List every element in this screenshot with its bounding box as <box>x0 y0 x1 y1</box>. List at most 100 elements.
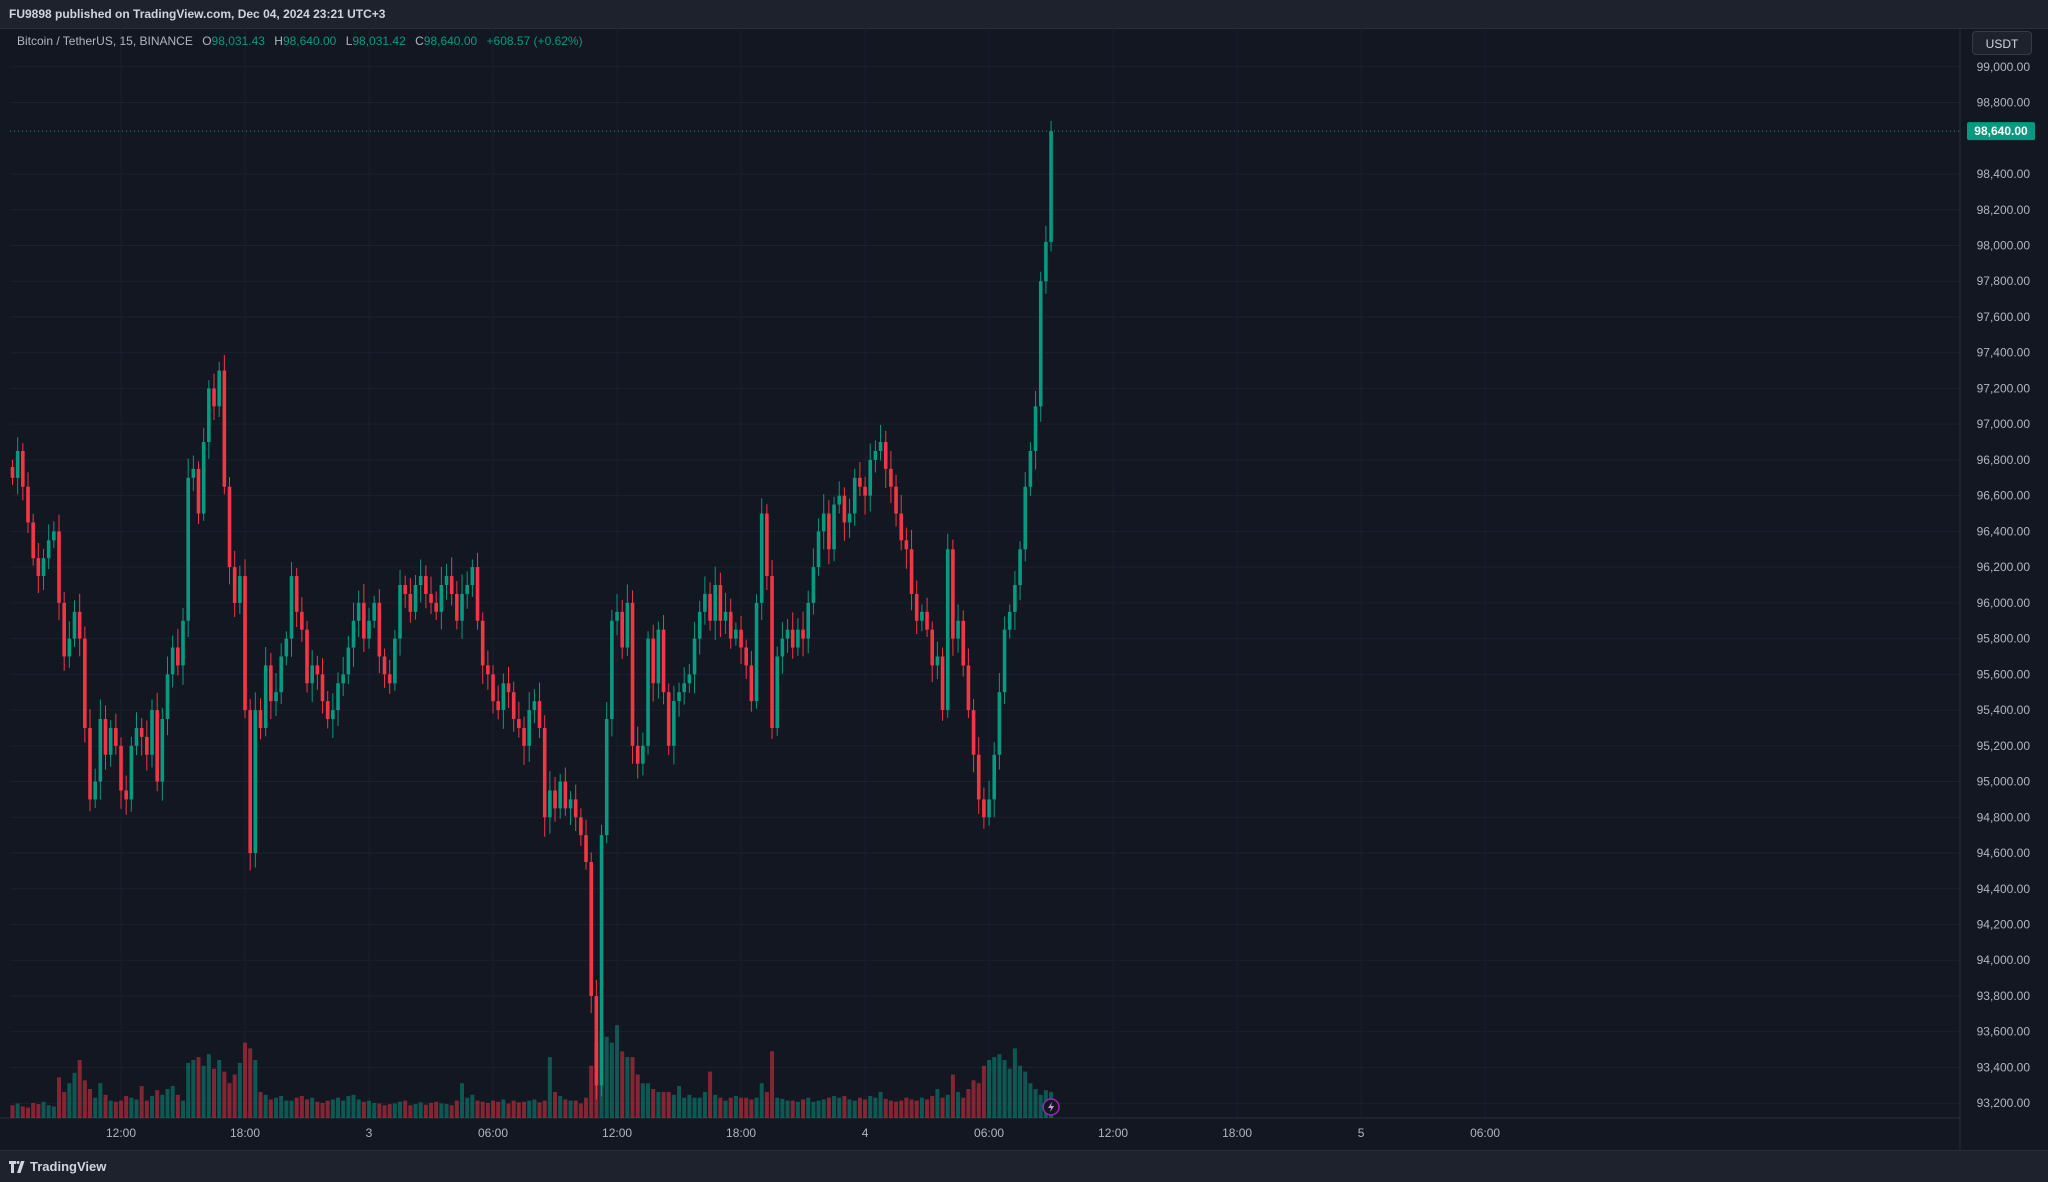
time-tick-label: 5 <box>1358 1126 1365 1140</box>
candle-body <box>945 549 950 711</box>
volume-bar <box>1002 1060 1007 1118</box>
volume-bar <box>1018 1065 1023 1118</box>
candle-body <box>672 701 676 746</box>
candle-body <box>811 567 816 603</box>
volume-bar <box>801 1099 806 1118</box>
volume-bar <box>294 1097 299 1118</box>
candle-body <box>620 611 625 648</box>
candle-body <box>114 727 118 746</box>
candle-body <box>269 665 273 702</box>
candle-body <box>377 602 382 657</box>
candle-body <box>1044 241 1048 282</box>
volume-bar <box>465 1097 470 1118</box>
price-tick-label: 95,200.00 <box>1977 739 2031 753</box>
symbol-legend: Bitcoin / TetherUS, 15, BINANCE O98,031.… <box>17 34 583 48</box>
candle-body <box>165 674 170 720</box>
candle-body <box>630 602 635 746</box>
candle-body <box>852 477 857 514</box>
tradingview-logo-icon <box>9 1161 25 1173</box>
price-tick-label: 95,800.00 <box>1977 632 2031 646</box>
volume-bar <box>692 1097 697 1118</box>
volume-bar <box>754 1097 759 1118</box>
tradingview-logo[interactable]: TradingView <box>9 1159 106 1174</box>
volume-bar <box>718 1097 723 1118</box>
volume-bar <box>816 1100 821 1118</box>
time-tick-label: 12:00 <box>106 1126 136 1140</box>
volume-bar <box>144 1100 149 1118</box>
price-tick-label: 97,800.00 <box>1977 274 2031 288</box>
candle-body <box>842 495 847 523</box>
tradingview-brand: TradingView <box>30 1159 107 1174</box>
candle-body <box>160 719 165 782</box>
volume-bar <box>950 1074 955 1118</box>
volume-bar <box>31 1102 36 1118</box>
candle-body <box>325 701 330 720</box>
volume-bar <box>361 1101 366 1118</box>
symbol-title[interactable]: Bitcoin / TetherUS, 15, BINANCE <box>17 34 193 48</box>
candle-body <box>279 656 283 693</box>
candle-body <box>145 736 149 755</box>
volume-bar <box>1007 1068 1012 1118</box>
volume-bar <box>485 1102 490 1118</box>
volume-bar <box>330 1099 335 1118</box>
volume-bar <box>785 1100 790 1118</box>
volume-bar <box>888 1100 893 1118</box>
candle-body <box>790 629 795 648</box>
currency-button[interactable]: USDT <box>1972 31 2032 55</box>
candle-body <box>331 710 335 720</box>
candle-body <box>1033 406 1038 451</box>
candle-body <box>129 745 134 800</box>
volume-bar <box>491 1100 496 1118</box>
candle-body <box>951 549 955 639</box>
volume-bar <box>475 1100 480 1118</box>
candle-body <box>465 585 469 594</box>
candle-body <box>103 719 108 755</box>
volume-bar <box>935 1089 940 1118</box>
volume-bar <box>279 1095 284 1118</box>
candle-body <box>181 620 185 666</box>
volume-bar <box>196 1057 201 1118</box>
candle-body <box>925 611 929 630</box>
volume-bar <box>542 1100 547 1118</box>
volume-bar <box>243 1042 248 1118</box>
candle-body <box>263 665 268 728</box>
time-tick-label: 06:00 <box>478 1126 508 1140</box>
volume-bar <box>847 1099 852 1118</box>
volume-bar <box>956 1091 961 1118</box>
candle-body <box>393 638 397 684</box>
volume-bar <box>790 1100 795 1118</box>
volume-bar <box>165 1089 170 1118</box>
candle-body <box>372 602 376 621</box>
candle-body <box>1007 611 1012 630</box>
volume-bar <box>697 1097 702 1118</box>
price-tick-label: 94,600.00 <box>1977 846 2031 860</box>
volume-bar <box>41 1101 46 1118</box>
candle-body <box>470 567 475 585</box>
candle-body <box>940 656 945 711</box>
volume-bar <box>139 1086 144 1118</box>
volume-bar <box>894 1101 899 1118</box>
candle-body <box>367 620 371 639</box>
change-value: +608.57 (+0.62%) <box>486 34 583 48</box>
candle-body <box>83 638 87 728</box>
candle-body <box>356 602 361 621</box>
candle-body <box>542 727 547 818</box>
low-value: 98,031.42 <box>352 34 406 48</box>
volume-bar <box>919 1097 924 1118</box>
volume-bar <box>392 1103 397 1118</box>
volume-bar <box>625 1057 630 1118</box>
volume-bar <box>387 1104 392 1118</box>
candle-body <box>491 674 495 702</box>
volume-bar <box>522 1101 527 1118</box>
volume-bar <box>67 1083 72 1118</box>
candle-body <box>284 638 289 657</box>
price-chart[interactable]: 99,000.00 98,800.00 98,400.00 98,200.00 98,0… <box>0 0 2048 1150</box>
candle-body <box>976 754 981 800</box>
price-tick-label: 98,200.00 <box>1977 203 2031 217</box>
volume-bar <box>899 1100 904 1118</box>
candle-body <box>682 683 687 693</box>
candle-body <box>744 647 749 666</box>
candle-body <box>196 468 201 514</box>
time-tick-label: 18:00 <box>726 1126 756 1140</box>
volume-bar <box>57 1077 62 1118</box>
